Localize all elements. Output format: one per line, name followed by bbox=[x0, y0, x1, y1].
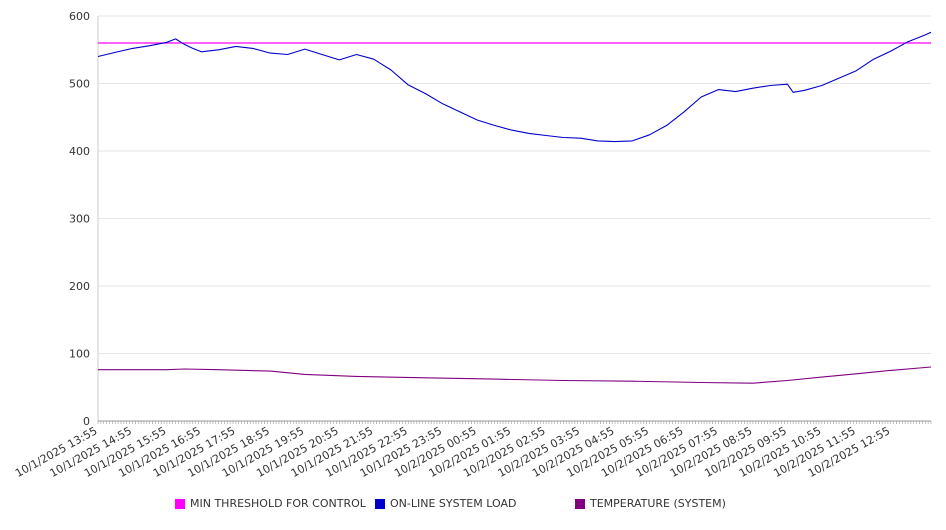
axes bbox=[97, 16, 932, 424]
legend: MIN THRESHOLD FOR CONTROL ON-LINE SYSTEM… bbox=[0, 497, 946, 515]
y-tick-label-400: 400 bbox=[69, 145, 90, 158]
grid bbox=[98, 15, 931, 354]
y-tick-label-600: 600 bbox=[69, 10, 90, 23]
legend-swatch-temperature bbox=[575, 498, 585, 509]
y-tick-label-100: 100 bbox=[69, 348, 90, 361]
legend-label-system-load: ON-LINE SYSTEM LOAD bbox=[390, 497, 517, 510]
y-tick-labels: 0 100 200 300 400 500 600 bbox=[69, 10, 90, 428]
legend-item-system-load[interactable]: ON-LINE SYSTEM LOAD bbox=[375, 497, 516, 510]
legend-label-min-threshold: MIN THRESHOLD FOR CONTROL bbox=[190, 497, 366, 510]
legend-item-temperature[interactable]: TEMPERATURE (SYSTEM) bbox=[575, 497, 726, 510]
series-line-temperature-system bbox=[98, 366, 932, 384]
series bbox=[97, 31, 932, 384]
y-tick-label-0: 0 bbox=[83, 415, 90, 428]
legend-item-min-threshold[interactable]: MIN THRESHOLD FOR CONTROL bbox=[175, 497, 366, 510]
y-tick-label-200: 200 bbox=[69, 280, 90, 293]
y-tick-label-500: 500 bbox=[69, 78, 90, 91]
legend-swatch-min-threshold bbox=[175, 498, 185, 509]
legend-label-temperature: TEMPERATURE (SYSTEM) bbox=[590, 497, 726, 510]
series-line-on-line-system-load bbox=[97, 31, 932, 143]
y-tick-label-300: 300 bbox=[69, 213, 90, 226]
legend-swatch-system-load bbox=[375, 498, 385, 509]
